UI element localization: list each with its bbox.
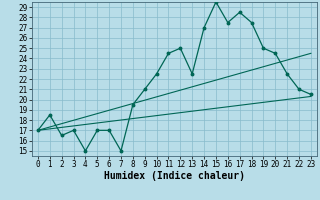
X-axis label: Humidex (Indice chaleur): Humidex (Indice chaleur) xyxy=(104,171,245,181)
